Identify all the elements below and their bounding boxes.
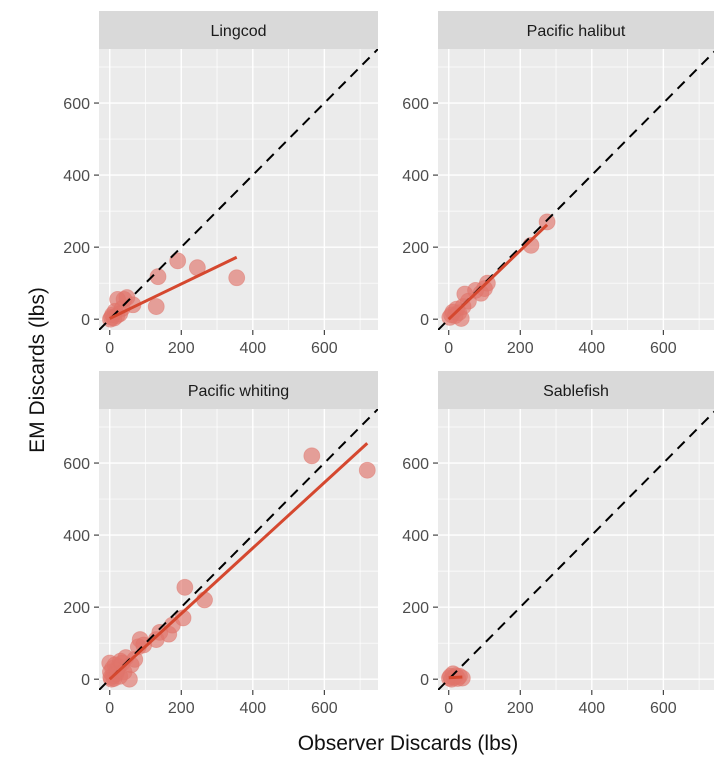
- facet-panel-lingcod: Lingcod 0 200 400 600 0 200 400 600: [63, 11, 378, 357]
- data-point: [176, 578, 194, 596]
- facet-panel-pacific-halibut: Pacific halibut 0 200 400 600 0 200 400 600: [402, 11, 714, 357]
- y-tick-label: 200: [63, 240, 90, 257]
- y-tick-label: 400: [402, 168, 429, 185]
- y-tick-label: 200: [63, 600, 90, 617]
- y-tick-label: 400: [402, 528, 429, 545]
- x-tick-label: 0: [105, 700, 114, 717]
- y-axis-title: EM Discards (lbs): [26, 287, 49, 453]
- x-tick-label: 200: [168, 340, 195, 357]
- gridlines: [99, 49, 378, 330]
- x-tick-label: 600: [650, 700, 677, 717]
- y-tick-label: 0: [81, 672, 90, 689]
- x-tick-label: 0: [444, 340, 453, 357]
- y-tick-label: 600: [402, 456, 429, 473]
- facet-panel-sablefish: Sablefish 0 200 400 600 0 200 400 600: [402, 371, 714, 717]
- x-tick-label: 600: [650, 340, 677, 357]
- regression-fit-line: [109, 255, 238, 320]
- x-tick-label: 600: [311, 340, 338, 357]
- identity-reference-line: [99, 409, 378, 690]
- x-tick-label: 400: [239, 340, 266, 357]
- x-axis-title: Observer Discards (lbs): [298, 732, 519, 755]
- data-point: [169, 252, 187, 270]
- facet-title: Pacific whiting: [188, 383, 289, 400]
- y-tick-label: 200: [402, 600, 429, 617]
- x-tick-label: 400: [578, 340, 605, 357]
- facet-panel-pacific-whiting: Pacific whiting 0 200 400 600 0 200 400 600: [63, 371, 378, 717]
- gridlines: [438, 49, 714, 330]
- regression-fit-line: [447, 223, 549, 321]
- facet-title: Pacific halibut: [527, 23, 626, 40]
- data-point: [149, 268, 167, 286]
- facet-strip: [438, 371, 714, 409]
- x-tick-label: 200: [507, 700, 534, 717]
- facet-strip: [438, 11, 714, 49]
- facet-strip: [99, 11, 378, 49]
- x-tick-label: 600: [311, 700, 338, 717]
- x-tick-label: 0: [444, 700, 453, 717]
- regression-fit-line: [448, 675, 463, 680]
- data-point: [121, 670, 138, 688]
- facet-title: Sablefish: [543, 383, 609, 400]
- facet-strip: [99, 371, 378, 409]
- y-tick-label: 0: [420, 312, 429, 329]
- y-tick-label: 400: [63, 528, 90, 545]
- data-point: [538, 213, 556, 231]
- data-point: [303, 447, 321, 465]
- data-point: [228, 269, 246, 287]
- y-tick-label: 0: [420, 672, 429, 689]
- gridlines: [438, 409, 714, 690]
- x-tick-label: 400: [578, 700, 605, 717]
- facet-title: Lingcod: [210, 23, 266, 40]
- y-tick-label: 600: [63, 456, 90, 473]
- identity-reference-line: [438, 410, 714, 690]
- x-tick-label: 200: [507, 340, 534, 357]
- x-tick-label: 400: [239, 700, 266, 717]
- identity-reference-line: [99, 49, 378, 330]
- y-tick-label: 200: [402, 240, 429, 257]
- x-tick-label: 0: [105, 340, 114, 357]
- x-tick-label: 200: [168, 700, 195, 717]
- identity-reference-line: [438, 50, 714, 330]
- y-tick-label: 400: [63, 168, 90, 185]
- regression-fit-line: [108, 442, 369, 681]
- y-tick-label: 600: [402, 96, 429, 113]
- data-point: [147, 298, 165, 315]
- y-tick-label: 0: [81, 312, 90, 329]
- data-point: [358, 461, 376, 479]
- y-tick-label: 600: [63, 96, 90, 113]
